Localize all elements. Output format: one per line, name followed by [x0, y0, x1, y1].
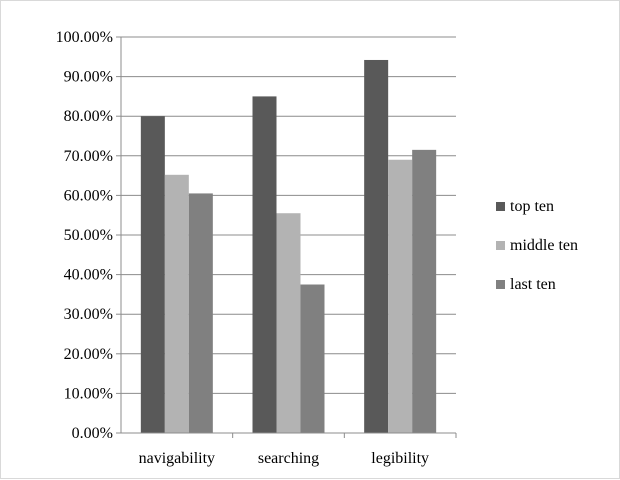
y-tick-label: 30.00% — [64, 306, 113, 323]
bar-last-ten-legibility — [412, 149, 437, 434]
bar-middle-ten-searching — [276, 213, 301, 433]
y-tick-label: 10.00% — [64, 385, 113, 402]
x-tick-label: searching — [258, 450, 319, 467]
bar-middle-ten-legibility — [388, 159, 413, 433]
bar-middle-ten-navigability — [164, 174, 189, 434]
y-tick-label: 70.00% — [64, 148, 113, 165]
y-tick-label: 20.00% — [64, 346, 113, 363]
bar-last-ten-navigability — [188, 193, 213, 433]
bars — [140, 59, 437, 434]
y-tick-label: 80.00% — [64, 108, 113, 125]
legend-swatch-top-ten — [496, 202, 505, 211]
bar-top-ten-legibility — [364, 59, 389, 434]
legend-swatch-last-ten — [496, 280, 505, 289]
y-tick-label: 60.00% — [64, 187, 113, 204]
legend-label-last-ten: last ten — [510, 276, 556, 293]
y-tick-label: 40.00% — [64, 267, 113, 284]
legend: top ten middle ten last ten — [496, 198, 578, 293]
bar-top-ten-searching — [252, 96, 277, 434]
x-tick-label: legibility — [371, 450, 429, 467]
bar-last-ten-searching — [300, 284, 325, 433]
x-tick-label: navigability — [139, 450, 215, 467]
axes: 0.00% 10.00% 20.00% 30.00% 40.00% 50.00% 60.00… — [56, 29, 457, 467]
legend-label-middle-ten: middle ten — [510, 237, 578, 254]
bar-top-ten-navigability — [140, 116, 165, 433]
y-tick-label: 50.00% — [64, 227, 113, 244]
y-tick-label: 90.00% — [64, 69, 113, 86]
legend-swatch-middle-ten — [496, 241, 505, 250]
y-tick-label: 100.00% — [56, 29, 113, 46]
legend-label-top-ten: top ten — [510, 198, 554, 215]
y-tick-label: 0.00% — [72, 425, 113, 442]
